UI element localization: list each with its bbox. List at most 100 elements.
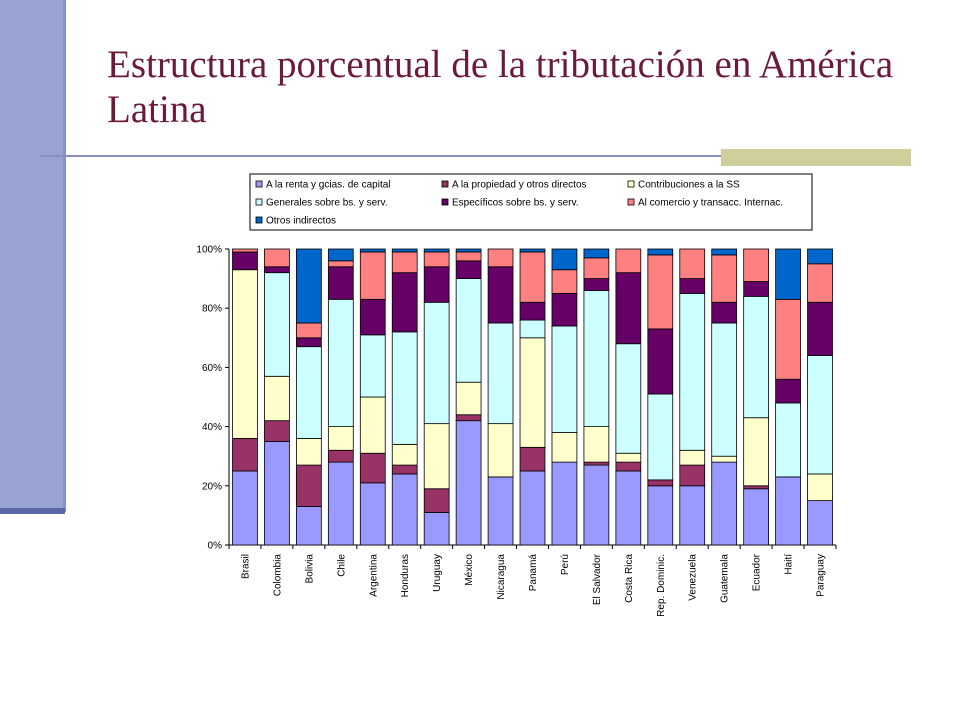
x-tick-label: Panamá (528, 554, 539, 592)
bar-segment (519, 248, 546, 253)
x-tick-label: Haití (784, 554, 795, 575)
y-tick-label: 60% (202, 363, 222, 374)
x-tick-label: Costa Rica (624, 554, 635, 603)
x-tick-label: Brasil (240, 554, 251, 579)
bar-segment (327, 461, 354, 546)
x-tick-label: Perú (560, 554, 571, 575)
bar-segment (487, 423, 514, 478)
legend-swatch (441, 180, 449, 188)
x-tick-label: México (464, 554, 475, 586)
bar-segment (264, 375, 290, 422)
bar-segment (519, 446, 546, 472)
bar-segment (615, 461, 642, 472)
bar-segment (327, 449, 354, 463)
bar-segment (615, 248, 642, 274)
bar-segment (359, 251, 386, 300)
legend-swatch (441, 198, 449, 206)
x-tick-label: Chile (336, 554, 347, 577)
bar-segment (359, 248, 386, 253)
y-tick-label: 80% (202, 304, 222, 315)
legend-label: Al comercio y transacc. Internac. (638, 198, 783, 209)
bar-segment (391, 251, 418, 274)
bar-segment (487, 322, 514, 425)
bar-segment (583, 464, 610, 546)
bar-segment (583, 248, 610, 259)
bar-segment (711, 301, 738, 324)
bar-segment (743, 488, 769, 546)
bar-segment (743, 248, 769, 282)
x-tick-label: Nicaragua (496, 554, 507, 600)
bar-segment (583, 290, 610, 428)
bar-segment (807, 473, 833, 501)
bar-segment (711, 461, 738, 546)
bar-segment (327, 298, 354, 428)
bar-segment (487, 266, 514, 324)
legend-label: A la renta y gcias. de capital (266, 180, 391, 191)
title-rule-accent (721, 149, 911, 166)
bar-segment (359, 334, 386, 398)
bar-segment (232, 470, 258, 546)
bar-segment (391, 272, 418, 333)
bar-segment (391, 331, 418, 445)
legend-label: Otros indirectos (266, 216, 336, 227)
bar-segment (743, 417, 769, 487)
bar-segment (743, 485, 769, 490)
y-tick-label: 0% (208, 541, 223, 552)
x-tick-label: Ecuador (752, 553, 763, 591)
bar-segment (551, 248, 578, 271)
bar-segment (391, 464, 418, 475)
bar-segment (327, 426, 354, 451)
slide-title: Estructura porcentual de la tributación … (107, 43, 894, 131)
x-tick-label: El Salvador (592, 553, 603, 605)
bar-segment (455, 381, 482, 416)
bar-segment (551, 432, 578, 463)
bar-segment (647, 393, 674, 481)
bar-segment (327, 248, 354, 262)
bar-segment (423, 488, 450, 513)
x-tick-label: Guatemala (720, 554, 731, 603)
bar-segment (423, 512, 450, 546)
bar-segment (647, 254, 674, 330)
bar-segment (455, 420, 482, 546)
x-tick-label: Argentina (368, 554, 379, 597)
x-tick-label: Uruguay (432, 554, 443, 592)
bar-segment (679, 278, 706, 294)
bar-segment (391, 248, 418, 253)
bar-segment (423, 251, 450, 268)
bar-segment (775, 248, 801, 300)
bar-segment (583, 461, 610, 466)
legend-swatch (627, 198, 635, 206)
bar-segment (679, 449, 706, 466)
bar-segment (455, 414, 482, 422)
x-tick-label: Bolivia (304, 554, 315, 584)
y-tick-label: 40% (202, 422, 222, 433)
bar-segment (423, 266, 450, 303)
bar-segment (615, 470, 642, 546)
left-decor-edge (63, 0, 66, 512)
legend-box (249, 173, 813, 231)
bar-segment (232, 438, 258, 472)
bar-segment (455, 278, 482, 383)
bar-segment (807, 248, 833, 265)
bar-segment (519, 301, 546, 321)
bar-segment (711, 322, 738, 457)
bar-segment (232, 269, 258, 439)
bar-segment (679, 292, 706, 451)
bar-segment (615, 343, 642, 454)
bar-segment (519, 319, 546, 339)
bar-segment (296, 322, 322, 339)
bar-segment (615, 452, 642, 463)
left-decor-shadow (0, 508, 65, 514)
bar-segment (455, 251, 482, 262)
bar-segment (583, 426, 610, 463)
bar-segment (264, 266, 290, 274)
bar-segment (647, 248, 674, 256)
bar-segment (743, 281, 769, 297)
x-tick-label: Honduras (400, 554, 411, 597)
bar-segment (264, 440, 290, 546)
x-tick-label: Colombia (272, 554, 283, 597)
legend-swatch (255, 216, 263, 224)
bar-segment (391, 443, 418, 466)
bar-segment (807, 500, 833, 546)
